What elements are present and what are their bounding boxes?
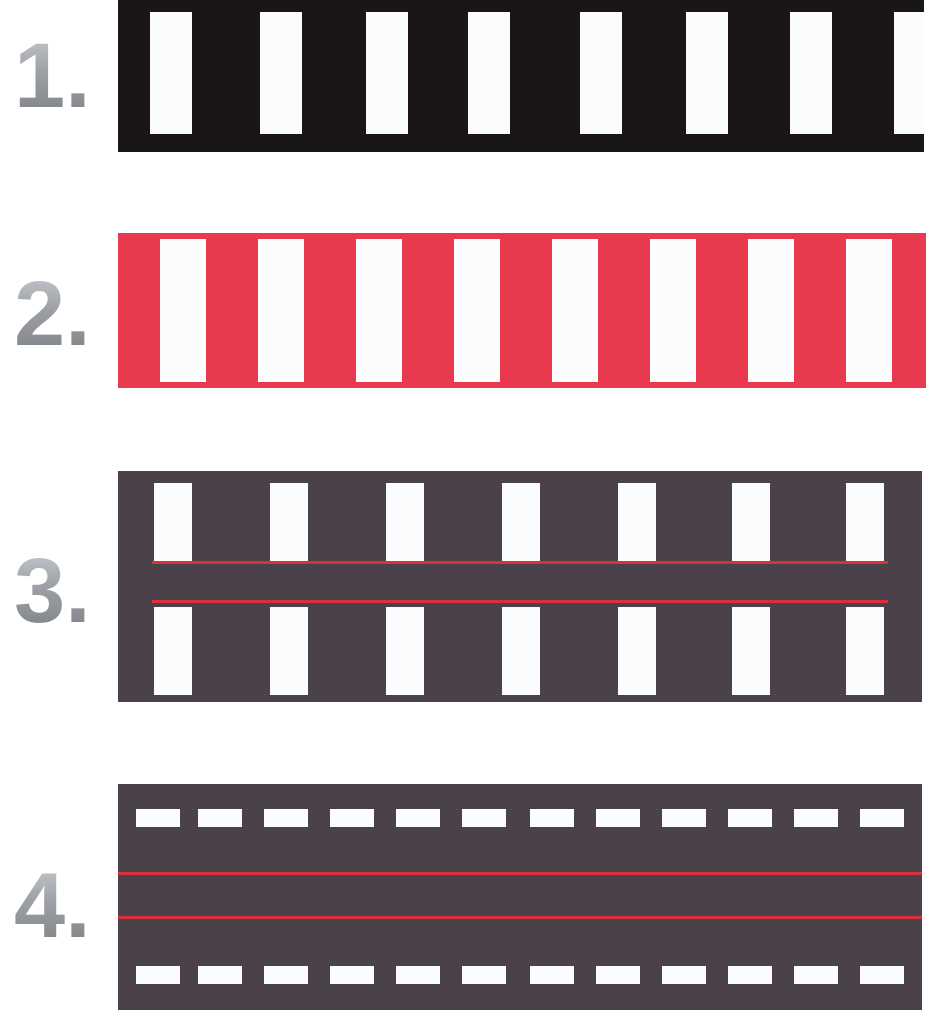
upper-red-line [118, 872, 922, 875]
upper-bar-7 [846, 483, 884, 561]
white-bar-5 [580, 12, 622, 134]
lower-bar-3 [386, 607, 424, 695]
lower-bar-2 [270, 607, 308, 695]
road-marking-panel-1 [118, 0, 924, 152]
pattern-3-graphic [118, 471, 922, 702]
upper-bar-6 [732, 483, 770, 561]
white-bar-8 [894, 12, 924, 134]
lower-bar-1 [154, 607, 192, 695]
upper-dash-3 [264, 809, 308, 827]
white-bar-1 [150, 12, 192, 134]
lower-bar-4 [502, 607, 540, 695]
upper-dash-4 [330, 809, 374, 827]
lower-dash-5 [396, 966, 440, 984]
road-marking-panel-4 [118, 784, 922, 1010]
row-2-number: 2. [14, 268, 114, 360]
white-bar-5 [552, 239, 598, 382]
upper-bar-2 [270, 483, 308, 561]
white-bar-7 [790, 12, 832, 134]
upper-bar-3 [386, 483, 424, 561]
lower-bar-5 [618, 607, 656, 695]
white-bar-1 [160, 239, 206, 382]
upper-bar-5 [618, 483, 656, 561]
lower-dash-12 [860, 966, 904, 984]
lower-bar-7 [846, 607, 884, 695]
white-bar-6 [650, 239, 696, 382]
white-bar-4 [468, 12, 510, 134]
white-bar-3 [366, 12, 408, 134]
road-marking-panel-3 [118, 471, 922, 702]
upper-bar-4 [502, 483, 540, 561]
lower-dash-4 [330, 966, 374, 984]
white-bar-2 [260, 12, 302, 134]
upper-dash-7 [530, 809, 574, 827]
upper-dash-6 [462, 809, 506, 827]
lower-red-line [118, 916, 922, 919]
white-bar-3 [356, 239, 402, 382]
lower-dash-11 [794, 966, 838, 984]
pattern-2-graphic [118, 233, 926, 388]
lower-dash-1 [136, 966, 180, 984]
pattern-1-background [118, 0, 924, 152]
upper-dash-5 [396, 809, 440, 827]
lower-red-line [152, 600, 888, 603]
lower-dash-6 [462, 966, 506, 984]
pattern-4-background [118, 784, 922, 1010]
lower-dash-10 [728, 966, 772, 984]
white-bar-6 [686, 12, 728, 134]
upper-dash-12 [860, 809, 904, 827]
lower-dash-7 [530, 966, 574, 984]
pattern-1-graphic [118, 0, 924, 152]
white-bar-4 [454, 239, 500, 382]
upper-dash-2 [198, 809, 242, 827]
road-marking-panel-2 [118, 233, 926, 388]
lower-dash-9 [662, 966, 706, 984]
lower-dash-3 [264, 966, 308, 984]
upper-dash-10 [728, 809, 772, 827]
white-bar-2 [258, 239, 304, 382]
upper-dash-9 [662, 809, 706, 827]
lower-dash-8 [596, 966, 640, 984]
lower-bar-6 [732, 607, 770, 695]
row-4-number: 4. [14, 860, 114, 952]
white-bar-8 [846, 239, 892, 382]
upper-dash-8 [596, 809, 640, 827]
pattern-4-graphic [118, 784, 922, 1010]
upper-bar-1 [154, 483, 192, 561]
lower-dash-2 [198, 966, 242, 984]
white-bar-7 [748, 239, 794, 382]
row-3-number: 3. [14, 545, 114, 637]
upper-dash-1 [136, 809, 180, 827]
row-1-number: 1. [14, 30, 114, 122]
upper-red-line [152, 561, 888, 564]
upper-dash-11 [794, 809, 838, 827]
pattern-2-background [118, 233, 926, 388]
